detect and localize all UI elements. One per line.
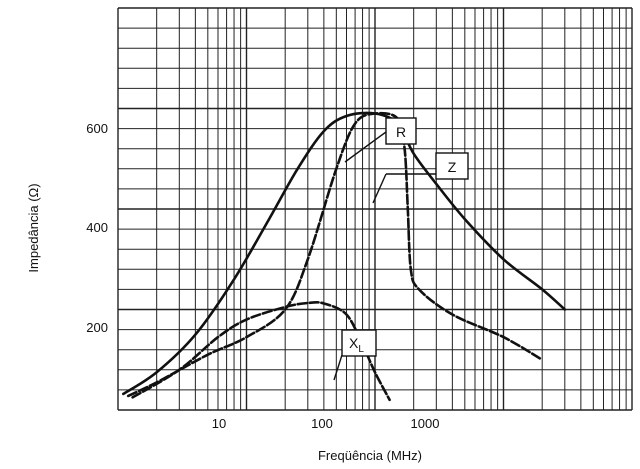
y-tick-label-200: 200	[86, 320, 108, 335]
ticks: 200 400 600 10 100 1000	[86, 121, 439, 431]
x-tick-label-100: 100	[311, 416, 333, 431]
xl-callout-label: XL	[349, 335, 364, 355]
series-line-r	[126, 111, 544, 398]
y-axis-title: Impedância (Ω)	[26, 183, 41, 272]
y-tick-label-400: 400	[86, 220, 108, 235]
y-tick-label-600: 600	[86, 121, 108, 136]
x-axis-title: Freqüência (MHz)	[318, 448, 422, 463]
x-tick-label-10: 10	[212, 416, 226, 431]
x-tick-label-1000: 1000	[411, 416, 440, 431]
xl-callout-sub: L	[358, 344, 364, 355]
series-layer	[122, 111, 567, 402]
r-callout-box	[385, 117, 417, 145]
series-line-z	[122, 111, 567, 396]
xl-callout-box	[341, 329, 377, 357]
xl-callout-main: X	[349, 335, 359, 351]
r-leader-line	[344, 131, 387, 163]
callouts: R Z XL	[333, 117, 469, 381]
xl-leader-line	[333, 354, 343, 381]
z-leader-line-2	[372, 173, 387, 204]
z-callout-box	[435, 152, 469, 180]
z-callout-label: Z	[448, 159, 457, 175]
r-callout-label: R	[396, 124, 406, 140]
